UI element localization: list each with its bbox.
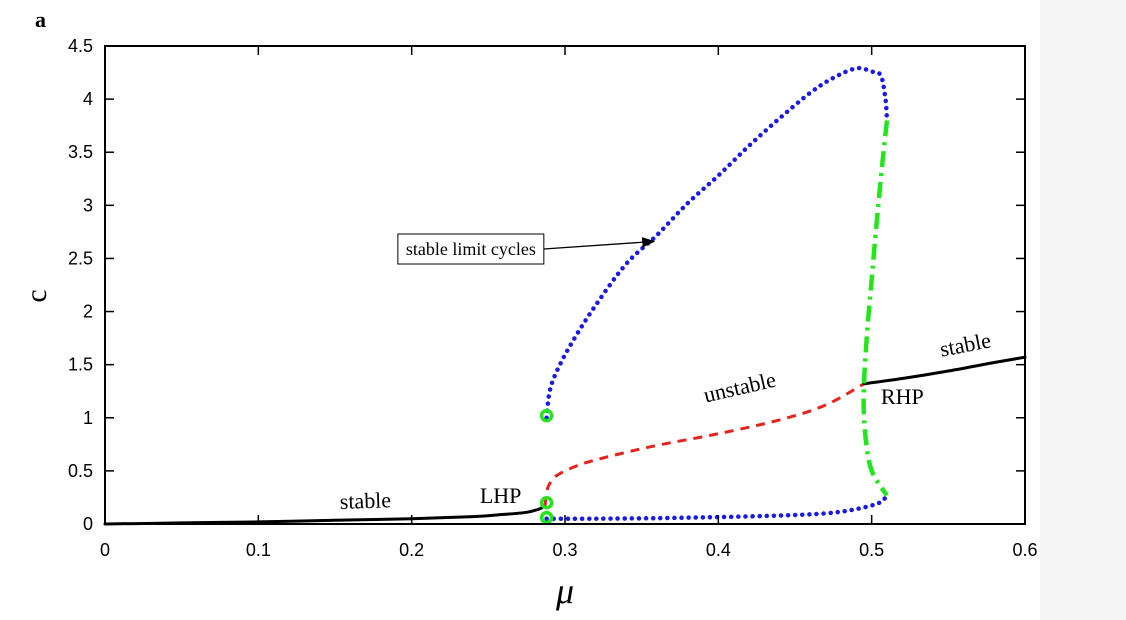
x-tick-label: 0.5 [859,540,884,560]
x-tick-label: 0.4 [706,540,731,560]
right-margin-band [1040,0,1126,620]
y-tick-label: 4 [83,89,93,109]
y-tick-label: 0 [83,514,93,534]
x-axis-label: μ [555,571,574,611]
y-tick-label: 3 [83,195,93,215]
series-unstable-limit-cycles [861,120,890,497]
x-axis: 0 0.1 0.2 0.3 0.4 0.5 0.6 [100,46,1038,560]
annotations: stable LHP unstable stable RHP [339,327,993,514]
y-tick-label: 1.5 [68,355,93,375]
y-tick-label: 4.5 [68,36,93,56]
bifurcation-point-marker-1 [539,408,554,423]
series-limit-cycles-lower [544,493,890,521]
series-stable-left [103,504,547,526]
x-tick-label: 0 [100,540,110,560]
x-tick-label: 0.1 [246,540,271,560]
annotation-unstable: unstable [701,367,778,408]
y-tick-label: 1 [83,408,93,428]
y-tick-label: 3.5 [68,142,93,162]
plot-frame [104,45,1026,525]
y-tick-label: 2.5 [68,248,93,268]
y-axis: 0 0.5 1 1.5 2 2.5 3 3.5 4 4.5 [68,36,1025,534]
annotation-stable: stable [938,327,993,361]
bifurcation-point-marker-3 [539,510,554,525]
bifurcation-point-marker-2 [539,496,554,510]
series-unstable-middle [543,382,865,507]
callout-box [397,233,545,265]
x-tick-label: 0.3 [552,540,577,560]
callout-arrow [543,237,656,250]
callout: stable limit cycles [397,233,656,265]
panel-label: a [35,7,46,32]
series-stable-right [862,355,1027,386]
x-tick-label: 0.6 [1012,540,1037,560]
callout-text: stable limit cycles [406,239,536,259]
annotation-stable: stable [339,487,391,514]
annotation-rhp: RHP [881,384,924,409]
annotation-lhp: LHP [480,483,522,508]
y-axis-label: c [20,289,53,302]
y-tick-label: 0.5 [68,461,93,481]
series-limit-cycles-upper [544,65,890,421]
y-tick-label: 2 [83,302,93,322]
x-tick-label: 0.2 [399,540,424,560]
